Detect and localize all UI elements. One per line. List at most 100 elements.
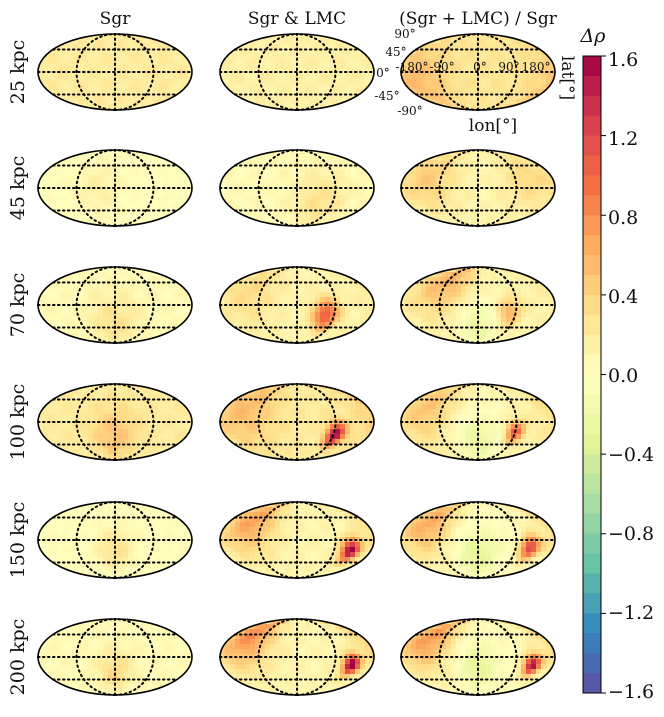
density-cell	[168, 512, 174, 518]
density-cell	[88, 160, 94, 166]
density-cell	[103, 297, 109, 303]
density-cell	[270, 414, 276, 420]
density-cell	[280, 39, 286, 45]
density-cell	[320, 79, 326, 85]
density-cell	[496, 409, 502, 415]
density-cell	[360, 302, 366, 308]
density-cell	[113, 312, 119, 318]
density-cell	[310, 394, 316, 400]
density-cell	[163, 79, 169, 85]
density-cell	[113, 190, 119, 196]
density-cell	[168, 394, 174, 400]
density-cell	[108, 389, 114, 395]
density-cell	[325, 190, 331, 196]
density-cell	[265, 332, 271, 338]
density-cell	[516, 439, 522, 445]
density-cell	[38, 537, 44, 543]
density-cell	[300, 94, 306, 100]
density-cell	[260, 322, 266, 328]
density-cell	[461, 439, 467, 445]
density-cell	[245, 89, 251, 95]
density-cell	[451, 175, 457, 181]
density-cell	[138, 394, 144, 400]
density-cell	[300, 160, 306, 166]
density-cell	[325, 439, 331, 445]
density-cell	[471, 94, 477, 100]
density-cell	[133, 404, 139, 410]
density-cell	[153, 527, 159, 533]
density-cell	[275, 399, 281, 405]
density-cell	[315, 170, 321, 176]
density-cell	[275, 307, 281, 313]
graticule-lon-line	[477, 149, 518, 227]
density-cell	[68, 272, 74, 278]
density-cell	[496, 389, 502, 395]
density-cell	[133, 419, 139, 425]
density-cell	[48, 297, 54, 303]
density-cell	[275, 49, 281, 55]
density-cell	[531, 44, 537, 50]
density-cell	[225, 429, 231, 435]
density-cell	[310, 74, 316, 80]
density-cell	[73, 59, 79, 65]
density-cell	[245, 277, 251, 283]
density-cell	[506, 277, 512, 283]
density-cell	[68, 54, 74, 60]
density-cell	[411, 84, 417, 90]
density-cell	[461, 59, 467, 65]
density-cell	[350, 94, 356, 100]
density-cell	[53, 434, 59, 440]
density-cell	[310, 195, 316, 201]
density-cell	[506, 292, 512, 298]
density-cell	[290, 384, 296, 390]
density-cell	[516, 307, 522, 313]
density-cell	[245, 327, 251, 333]
density-cell	[335, 394, 341, 400]
density-cell	[108, 409, 114, 415]
density-cell	[305, 332, 311, 338]
density-cell	[128, 99, 134, 105]
density-cell	[63, 302, 69, 308]
density-cell	[426, 170, 432, 176]
density-cell	[325, 64, 331, 70]
density-cell	[280, 205, 286, 211]
density-cell	[290, 150, 296, 156]
density-cell	[491, 190, 497, 196]
density-cell	[260, 44, 266, 50]
density-cell	[466, 434, 472, 440]
density-cell	[526, 302, 532, 308]
density-cell	[471, 322, 477, 328]
density-cell	[103, 210, 109, 216]
density-cell	[103, 317, 109, 323]
density-cell	[541, 180, 547, 186]
density-cell	[173, 424, 179, 430]
density-cell	[516, 404, 522, 410]
density-cell	[240, 74, 246, 80]
density-cell	[491, 34, 497, 40]
density-cell	[153, 434, 159, 440]
density-cell	[158, 399, 164, 405]
density-cell	[456, 384, 462, 390]
density-cell	[153, 200, 159, 206]
density-cell	[245, 79, 251, 85]
density-cell	[501, 94, 507, 100]
density-cell	[501, 327, 507, 333]
density-cell	[496, 307, 502, 313]
density-cell	[506, 312, 512, 318]
density-cell	[315, 74, 321, 80]
density-cell	[355, 404, 361, 410]
density-cell	[118, 99, 124, 105]
density-cell	[466, 287, 472, 293]
density-cell	[456, 215, 462, 221]
density-cell	[526, 74, 532, 80]
density-cell	[58, 195, 64, 201]
density-cell	[526, 444, 532, 450]
density-cell	[173, 200, 179, 206]
density-cell	[68, 394, 74, 400]
density-cell	[128, 39, 134, 45]
density-cell	[285, 414, 291, 420]
density-cell	[446, 282, 452, 288]
density-cell	[491, 322, 497, 328]
density-cell	[536, 439, 542, 445]
density-cell	[436, 389, 442, 395]
